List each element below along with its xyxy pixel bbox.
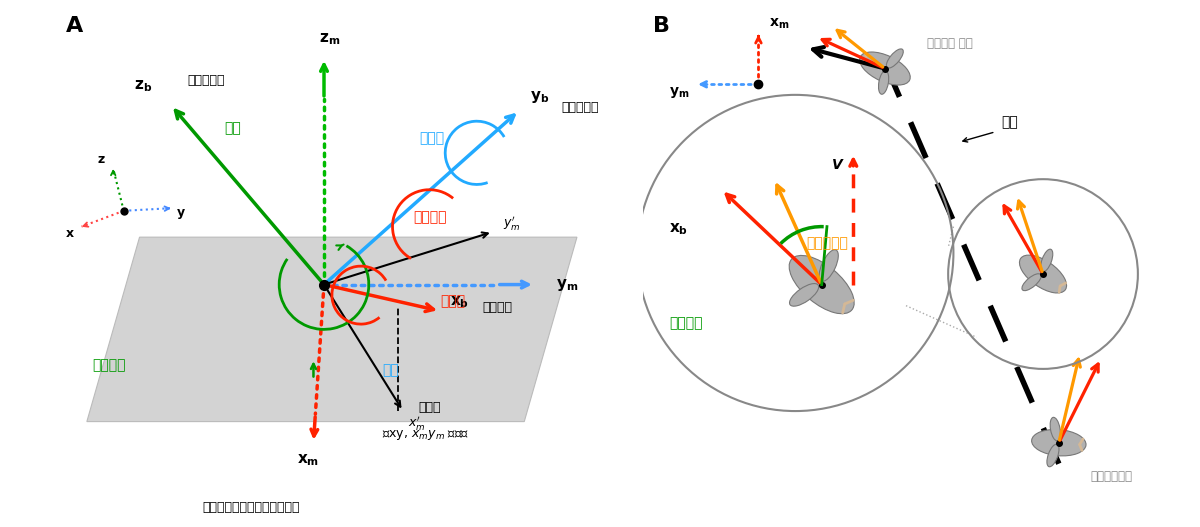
Text: y: y bbox=[176, 206, 185, 219]
Ellipse shape bbox=[1022, 274, 1042, 291]
Text: $\mathbf{x_b}$: $\mathbf{x_b}$ bbox=[450, 295, 469, 310]
Text: 羽ばたき開始: 羽ばたき開始 bbox=[1091, 470, 1133, 483]
Polygon shape bbox=[86, 237, 577, 422]
Text: （左右軸）: （左右軸） bbox=[562, 101, 599, 114]
Text: $\mathbf{x_m}$: $\mathbf{x_m}$ bbox=[769, 16, 790, 31]
Ellipse shape bbox=[1046, 444, 1058, 467]
Text: $\mathbf{y_b}$: $\mathbf{y_b}$ bbox=[529, 89, 548, 105]
Text: 羽ばたき 終了: 羽ばたき 終了 bbox=[928, 37, 973, 51]
Text: 水平面: 水平面 bbox=[419, 401, 442, 414]
Text: z: z bbox=[97, 153, 104, 167]
Ellipse shape bbox=[1032, 430, 1086, 456]
Text: $\mathbf{y_m}$: $\mathbf{y_m}$ bbox=[668, 85, 689, 100]
Text: $x_m'$: $x_m'$ bbox=[408, 414, 426, 432]
Text: バンク角: バンク角 bbox=[414, 210, 448, 225]
Text: B: B bbox=[653, 16, 670, 36]
Text: A: A bbox=[66, 16, 83, 36]
Text: 体方位角: 体方位角 bbox=[668, 316, 702, 330]
Ellipse shape bbox=[887, 49, 904, 68]
Ellipse shape bbox=[1020, 255, 1067, 293]
Text: ロール: ロール bbox=[440, 295, 466, 309]
Ellipse shape bbox=[1040, 249, 1052, 272]
Text: 体方位角: 体方位角 bbox=[92, 358, 126, 372]
Text: $\mathbf{y_m}$: $\mathbf{y_m}$ bbox=[556, 277, 578, 292]
Text: $\mathbf{z_b}$: $\mathbf{z_b}$ bbox=[134, 79, 152, 94]
Ellipse shape bbox=[790, 284, 818, 306]
Text: $\mathbf{z_m}$: $\mathbf{z_m}$ bbox=[319, 31, 340, 47]
Text: $\mathbf{x_b}$: $\mathbf{x_b}$ bbox=[668, 221, 688, 237]
Text: $y_m'$: $y_m'$ bbox=[503, 214, 521, 232]
Text: （xy, $x_m$$y_m$ 平面）: （xy, $x_m$$y_m$ 平面） bbox=[382, 428, 469, 442]
Text: （体軸）: （体軸） bbox=[482, 301, 512, 314]
Text: ピッチ: ピッチ bbox=[419, 131, 444, 145]
Ellipse shape bbox=[1050, 417, 1061, 441]
Text: （羽ばたき開始時の体方位）: （羽ばたき開始時の体方位） bbox=[203, 501, 300, 514]
Text: ヨー: ヨー bbox=[224, 121, 241, 135]
Text: （背腹軸）: （背腹軸） bbox=[187, 74, 224, 87]
Ellipse shape bbox=[820, 250, 839, 281]
Text: $\mathbf{x_m}$: $\mathbf{x_m}$ bbox=[298, 453, 319, 469]
Text: V: V bbox=[833, 158, 842, 172]
Ellipse shape bbox=[878, 71, 889, 94]
Ellipse shape bbox=[790, 256, 854, 314]
Text: 速度方位角: 速度方位角 bbox=[806, 237, 847, 251]
Ellipse shape bbox=[859, 52, 911, 85]
Text: 軌跡: 軌跡 bbox=[1001, 115, 1018, 130]
Text: x: x bbox=[66, 227, 74, 240]
Text: 仰角: 仰角 bbox=[382, 363, 398, 377]
